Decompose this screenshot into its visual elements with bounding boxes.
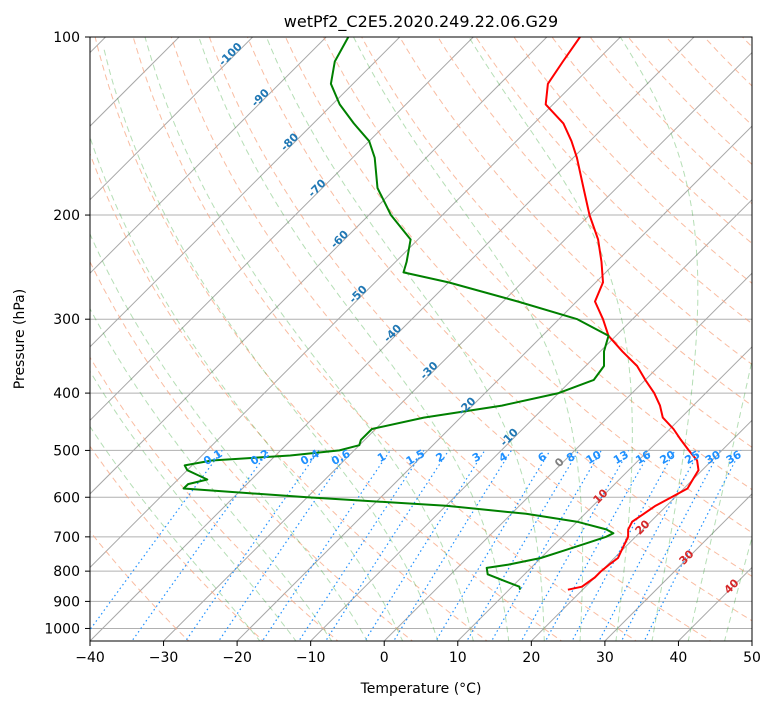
mixing-ratio-line [620,450,721,641]
x-axis: −40 −30 −20 −10 0 10 20 30 40 50 [75,641,761,666]
mixing-ratio-line [218,450,351,641]
dry-adiabat [513,37,752,284]
moist-adiabat [90,370,297,641]
moist-adiabat [90,135,404,641]
dry-adiabat [170,37,712,641]
isotherm--80 [90,37,401,348]
dry-adiabat [399,37,752,407]
isotherm--60 [90,37,548,495]
mixing-ratio-line [324,450,450,641]
series-dewpoint [182,37,615,590]
moist-adiabat [103,49,439,641]
plot-frame [89,36,753,642]
series-temperature [544,37,700,591]
dry-adiabat [90,445,264,641]
isotherm--10 [309,198,752,641]
x-tick-label: −10 [296,650,326,666]
x-tick-label: 40 [670,650,688,666]
dry-adiabat [132,37,638,641]
moist-adiabat [619,37,699,641]
x-tick-label: 20 [522,650,540,666]
dry-adiabat [90,260,414,641]
y-tick-label: 400 [53,386,80,402]
x-axis-label: Temperature (°C) [360,681,482,697]
mixing-ratio-line [90,450,223,631]
y-tick-label: 600 [53,490,80,506]
background-lines [90,37,752,641]
isotherm-20 [530,419,752,641]
x-tick-label: −30 [149,650,179,666]
mixing-ratio-line [364,450,486,641]
x-tick-label: 50 [743,650,761,666]
y-tick-label: 300 [53,312,80,328]
y-tick-label: 200 [53,208,80,224]
y-tick-label: 800 [53,564,80,580]
dry-adiabat [284,37,752,534]
x-tick-label: −20 [222,650,252,666]
isotherm--100 [90,37,254,201]
y-tick-label: 500 [53,443,80,459]
moist-adiabat [724,535,752,641]
dry-adiabat [437,37,752,365]
dry-adiabat [246,37,752,577]
dry-adiabat [94,37,563,641]
chart-title: wetPf2_C2E5.2020.249.22.06.G29 [284,12,558,32]
dry-adiabat [208,37,752,622]
y-axis: 1000 900 800 700 600 500 400 300 200 100 [44,30,90,637]
moist-adiabat [198,37,510,641]
dry-adiabat [589,37,752,205]
mixing-ratio-line [298,450,425,641]
mixing-ratio-line [491,450,602,641]
isotherm--90 [90,37,327,274]
isotherm--30 [162,51,752,641]
moist-adiabat [144,37,474,641]
x-tick-label: 0 [380,650,389,666]
mixing-ratio-line [261,450,391,641]
isotherm--40 [90,37,695,641]
y-tick-label: 700 [53,530,80,546]
isotherm--70 [90,37,475,422]
x-tick-label: −40 [75,650,105,666]
mixing-ratio-line [643,450,742,641]
mixing-ratio-line [435,450,551,641]
isotherm--50 [90,37,622,569]
y-tick-label: 100 [53,30,80,46]
x-tick-label: 10 [449,650,467,666]
moist-adiabat [468,37,633,641]
moist-adiabat [90,307,333,641]
series-layer [182,37,700,591]
isotherm--20 [236,125,752,641]
dry-adiabat [90,356,339,641]
mixing-ratio-line [393,450,512,641]
isotherm-0 [383,272,752,641]
y-axis-label: Pressure (hPa) [12,289,28,389]
isotherm-30 [604,493,752,641]
moist-adiabat [687,358,752,641]
moist-adiabat [353,37,584,641]
moist-adiabat [90,425,261,641]
dry-adiabat [475,37,752,325]
dry-adiabat [627,37,752,166]
moist-adiabat [265,37,545,641]
mixing-ratio-line [184,450,320,641]
isotherm-10 [457,346,752,641]
y-tick-label: 1000 [44,621,80,637]
x-tick-label: 30 [596,650,614,666]
y-tick-label: 900 [53,594,80,610]
